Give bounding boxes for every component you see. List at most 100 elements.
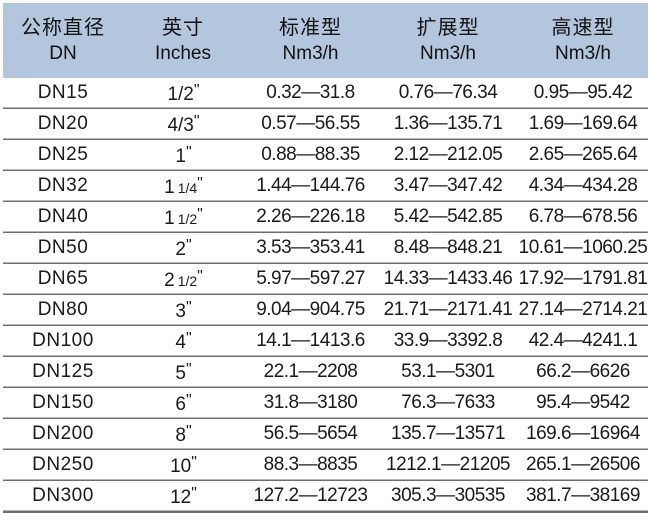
cell-standard: 9.04—904.75	[243, 294, 378, 326]
inch-mark: "	[185, 330, 192, 347]
table-row: DN100 4" 14.1—1413.6 33.9—3392.8 42.4—4241.1	[3, 325, 648, 357]
column-header-standard: 标准型 Nm3/h	[243, 3, 378, 78]
inch-value: 5"	[175, 361, 192, 384]
cell-highspeed: 2.65—265.64	[518, 139, 648, 171]
header-row: 公称直径 DN 英寸 Inches 标准型 Nm3/h 扩展型 Nm3/h 高速…	[3, 3, 648, 78]
cell-extended: 8.48—848.21	[378, 232, 518, 264]
table-row: DN20 4/3" 0.57—56.55 1.36—135.71 1.69—169.64	[3, 108, 648, 140]
cell-inches: 8"	[123, 418, 243, 450]
cell-highspeed: 10.61—1060.25	[518, 232, 648, 264]
inch-value: 1"	[175, 144, 191, 167]
cell-dn: DN250	[3, 449, 123, 481]
table-row: DN150 6" 31.8—3180 76.3—7633 95.4—9542	[3, 387, 648, 419]
inch-mark: "	[197, 175, 203, 192]
inch-value: 8"	[175, 423, 192, 446]
table-row: DN25 1" 0.88—88.35 2.12—212.05 2.65—265.64	[3, 139, 648, 171]
cell-extended: 53.1—5301	[378, 356, 518, 388]
inch-whole: 4	[175, 332, 186, 353]
inch-whole: 2	[175, 239, 186, 260]
cell-highspeed: 17.92—1791.81	[518, 263, 648, 295]
cell-extended: 76.3—7633	[378, 387, 518, 419]
cell-highspeed: 42.4—4241.1	[518, 325, 648, 357]
inch-fraction: 1/4	[177, 180, 198, 196]
cell-highspeed: 169.6—16964	[518, 418, 648, 450]
cell-dn: DN100	[3, 325, 123, 357]
cell-extended: 2.12—212.05	[378, 139, 518, 171]
inch-value: 6"	[175, 392, 192, 415]
inch-value: 1 1/2"	[164, 206, 203, 229]
cell-inches: 1"	[123, 139, 243, 171]
inch-fraction: 1/2	[177, 273, 198, 289]
cell-inches: 10"	[123, 449, 243, 481]
inch-mark: "	[193, 113, 200, 130]
cell-inches: 4"	[123, 325, 243, 357]
inch-whole: 4/3	[167, 115, 194, 136]
cell-dn: DN20	[3, 108, 123, 140]
inch-mark: "	[185, 237, 192, 254]
inch-mark: "	[185, 392, 192, 409]
cell-standard: 31.8—3180	[243, 387, 378, 419]
column-header-extended: 扩展型 Nm3/h	[378, 3, 518, 78]
cell-highspeed: 6.78—678.56	[518, 201, 648, 233]
cell-standard: 22.1—2208	[243, 356, 378, 388]
inch-mark: "	[185, 423, 192, 440]
inch-mark: "	[193, 82, 200, 99]
cell-dn: DN200	[3, 418, 123, 450]
cell-extended: 33.9—3392.8	[378, 325, 518, 357]
inch-whole: 8	[175, 425, 186, 446]
cell-highspeed: 4.34—434.28	[518, 170, 648, 202]
column-header-dn-en: DN	[49, 43, 77, 64]
column-header-inches-en: Inches	[155, 43, 211, 64]
inch-mark: "	[185, 361, 192, 378]
cell-highspeed: 95.4—9542	[518, 387, 648, 419]
cell-highspeed: 0.95—95.42	[518, 78, 648, 109]
inch-mark: "	[191, 485, 197, 502]
table-head: 公称直径 DN 英寸 Inches 标准型 Nm3/h 扩展型 Nm3/h 高速…	[3, 3, 648, 78]
inch-mark: "	[185, 299, 192, 316]
inch-mark: "	[197, 268, 203, 285]
cell-standard: 88.3—8835	[243, 449, 378, 481]
cell-extended: 305.3—30535	[378, 480, 518, 513]
cell-dn: DN300	[3, 480, 123, 513]
cell-inches: 12"	[123, 480, 243, 513]
cell-extended: 0.76—76.34	[378, 78, 518, 109]
cell-extended: 3.47—347.42	[378, 170, 518, 202]
cell-highspeed: 27.14—2714.21	[518, 294, 648, 326]
cell-extended: 1.36—135.71	[378, 108, 518, 140]
column-header-inches: 英寸 Inches	[123, 3, 243, 78]
cell-highspeed: 265.1—26506	[518, 449, 648, 481]
column-header-extended-unit: Nm3/h	[420, 43, 476, 64]
inch-value: 2"	[175, 237, 192, 260]
column-header-standard-unit: Nm3/h	[282, 43, 339, 64]
flow-capacity-table: 公称直径 DN 英寸 Inches 标准型 Nm3/h 扩展型 Nm3/h 高速…	[3, 3, 648, 513]
cell-inches: 1 1/4"	[123, 170, 243, 202]
cell-dn: DN65	[3, 263, 123, 295]
column-header-highspeed-cn: 高速型	[551, 17, 615, 39]
inch-whole: 6	[175, 394, 186, 415]
cell-standard: 5.97—597.27	[243, 263, 378, 295]
cell-highspeed: 1.69—169.64	[518, 108, 648, 140]
inch-whole: 3	[175, 301, 186, 322]
inch-whole: 10	[170, 456, 192, 477]
column-header-inches-cn: 英寸	[162, 17, 204, 39]
cell-highspeed: 381.7—38169	[518, 480, 648, 513]
cell-inches: 2"	[123, 232, 243, 264]
inch-value: 3"	[175, 299, 192, 322]
cell-highspeed: 66.2—6626	[518, 356, 648, 388]
cell-standard: 0.88—88.35	[243, 139, 378, 171]
cell-dn: DN50	[3, 232, 123, 264]
cell-extended: 1212.1—21205	[378, 449, 518, 481]
cell-extended: 21.71—2171.41	[378, 294, 518, 326]
cell-standard: 2.26—226.18	[243, 201, 378, 233]
inch-value: 4"	[175, 330, 192, 353]
cell-dn: DN125	[3, 356, 123, 388]
table-row: DN250 10" 88.3—8835 1212.1—21205 265.1—26506	[3, 449, 648, 481]
cell-extended: 14.33—1433.46	[378, 263, 518, 295]
column-header-extended-cn: 扩展型	[416, 17, 480, 39]
inch-value: 2 1/2"	[164, 268, 203, 291]
table-row: DN40 1 1/2" 2.26—226.18 5.42—542.85 6.78—678.…	[3, 201, 648, 233]
table-row: DN65 2 1/2" 5.97—597.27 14.33—1433.46 17.92—1…	[3, 263, 648, 295]
inch-fraction: 1/2	[177, 211, 198, 227]
inch-whole: 1	[164, 208, 175, 229]
